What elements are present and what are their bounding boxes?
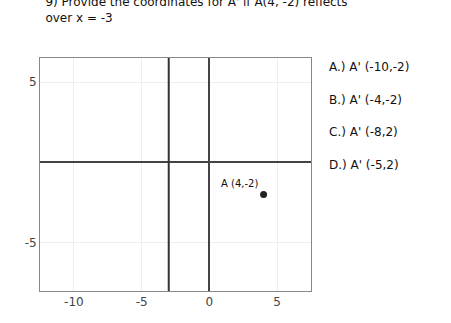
svg-text:B.) A' (-4,-2): B.) A' (-4,-2) <box>329 93 402 107</box>
svg-text:0: 0 <box>206 295 214 309</box>
svg-text:5: 5 <box>29 75 37 89</box>
svg-text:-5: -5 <box>25 236 37 250</box>
svg-text:C.) A' (-8,2): C.) A' (-8,2) <box>329 125 398 139</box>
svg-text:A (4,-2): A (4,-2) <box>221 178 258 189</box>
svg-text:5: 5 <box>273 295 281 309</box>
svg-text:9) Provide the coordinates for: 9) Provide the coordinates for A' if A(4… <box>45 0 347 25</box>
svg-text:-5: -5 <box>136 295 148 309</box>
svg-text:D.) A' (-5,2): D.) A' (-5,2) <box>329 158 399 172</box>
svg-text:A.) A' (-10,-2): A.) A' (-10,-2) <box>329 60 409 74</box>
svg-text:-10: -10 <box>64 295 84 309</box>
